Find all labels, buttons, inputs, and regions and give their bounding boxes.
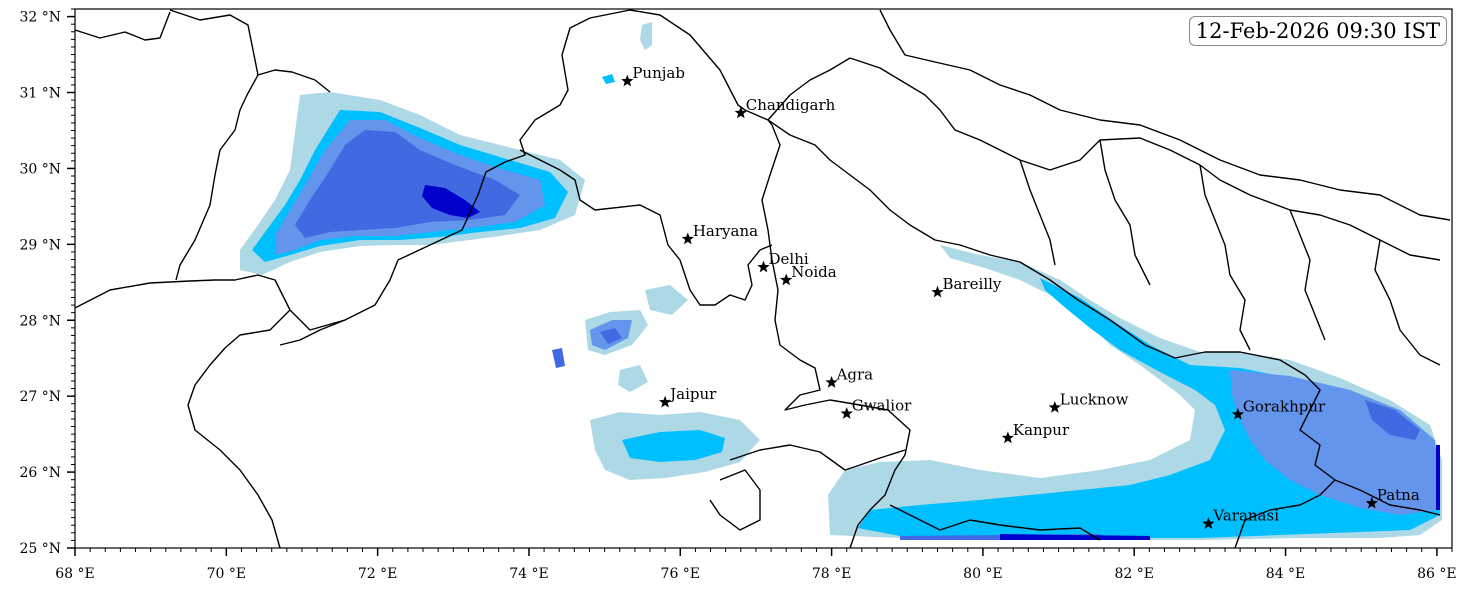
- india-state-haryana-up: [761, 124, 911, 549]
- precip-south-edge-level-5: [1000, 534, 1150, 540]
- city-star-icon: [1202, 517, 1215, 529]
- city-star-icon: [659, 395, 672, 408]
- city-label: Delhi: [769, 250, 809, 268]
- nepal-internal-1: [1019, 159, 1056, 266]
- pakistan-internal-1: [169, 9, 259, 281]
- precip-raj-mid-level-1: [645, 285, 688, 315]
- city-star-icon: [780, 273, 793, 286]
- city-label: Bareilly: [943, 275, 1002, 293]
- lat-tick-label: 32 °N: [19, 10, 61, 26]
- lat-tick-label: 29 °N: [19, 237, 61, 253]
- precip-west-level-5: [422, 185, 480, 218]
- precip-east-level-3: [1230, 370, 1438, 515]
- precip-raj-blob: [552, 348, 565, 368]
- city-star-icon: [1231, 407, 1245, 420]
- lon-tick-label: 86 °E: [1417, 566, 1456, 582]
- lat-tick-label: 26 °N: [19, 465, 61, 481]
- city-label: Punjab: [632, 64, 685, 82]
- precip-raj-small-1: [618, 365, 648, 392]
- pakistan-border: [74, 9, 773, 331]
- city-label: Haryana: [693, 222, 758, 240]
- nepal-internal-2: [1099, 139, 1151, 286]
- uttarakhand-internal: [767, 57, 851, 121]
- lon-tick-label: 74 °E: [509, 566, 548, 582]
- india-state-punjab-haryana: [519, 149, 773, 306]
- bihar-border: [1334, 479, 1441, 516]
- mp-border: [729, 444, 906, 471]
- lat-tick-label: 28 °N: [19, 313, 61, 329]
- nepal-internal-4: [1289, 209, 1326, 341]
- city-label: Noida: [791, 263, 837, 281]
- city-star-icon: [840, 407, 853, 419]
- city-star-icon: [621, 74, 634, 87]
- precip-punjab-blob: [602, 74, 615, 84]
- nepal-border: [849, 57, 1441, 261]
- axis-ticks: [67, 8, 1453, 556]
- city-star-icon: [1365, 496, 1378, 509]
- lat-tick-label: 30 °N: [19, 161, 61, 177]
- lat-tick-label: 25 °N: [19, 541, 61, 557]
- precip-east-level-4: [1365, 400, 1420, 440]
- nepal-internal-3: [1199, 164, 1251, 351]
- city-label: Lucknow: [1060, 391, 1129, 409]
- precip-field: [240, 22, 1442, 540]
- city-label: Patna: [1377, 486, 1420, 504]
- pakistan-internal-2: [74, 11, 171, 41]
- pakistan-sindh: [187, 309, 291, 549]
- city-star-icon: [825, 376, 838, 388]
- lon-tick-label: 84 °E: [1266, 566, 1305, 582]
- city-label: Jaipur: [668, 385, 717, 403]
- china-border: [879, 9, 1451, 221]
- city-label: Gorakhpur: [1243, 397, 1326, 415]
- mp-border-2: [709, 469, 761, 531]
- bottom-border: [889, 504, 1101, 541]
- india-state-up-uttarakhand: [767, 119, 1336, 549]
- city-star-icon: [1001, 431, 1015, 444]
- lon-tick-label: 80 °E: [963, 566, 1002, 582]
- timestamp-label: 12-Feb-2026 09:30 IST: [1188, 16, 1447, 46]
- precip-punjab-strip: [640, 22, 652, 50]
- lat-tick-label: 27 °N: [19, 389, 61, 405]
- lat-tick-label: 31 °N: [19, 86, 61, 102]
- city-star-icon: [757, 260, 770, 273]
- map-frame: [74, 8, 1453, 549]
- lon-tick-label: 76 °E: [661, 566, 700, 582]
- city-star-icon: [931, 285, 944, 298]
- lon-tick-label: 72 °E: [358, 566, 397, 582]
- nepal-internal-5: [1374, 239, 1441, 366]
- lon-tick-label: 82 °E: [1114, 566, 1153, 582]
- lon-tick-label: 70 °E: [207, 566, 246, 582]
- axis-tick-labels: 68 °E 70 °E 72 °E 74 °E 76 °E 78 °E 80 °E 82 °E…: [19, 10, 1456, 582]
- city-star-icon: [734, 106, 747, 119]
- rajasthan-border-west: [279, 319, 346, 346]
- precip-raj-north-level-4: [600, 328, 622, 344]
- pakistan-internal-3: [257, 69, 331, 93]
- precip-east-level-5: [1436, 445, 1440, 510]
- city-label: Kanpur: [1013, 421, 1070, 439]
- city-star-icon: [1048, 401, 1061, 413]
- city-label: Agra: [836, 366, 874, 384]
- lon-tick-label: 68 °E: [55, 566, 94, 582]
- lon-tick-label: 78 °E: [812, 566, 851, 582]
- city-star-icon: [681, 232, 694, 245]
- precip-raj-south-level-2: [622, 430, 725, 462]
- city-label: Gwalior: [852, 397, 912, 415]
- city-label: Chandigarh: [746, 96, 836, 114]
- city-label: Varanasi: [1212, 507, 1279, 525]
- boundaries: [74, 9, 1451, 549]
